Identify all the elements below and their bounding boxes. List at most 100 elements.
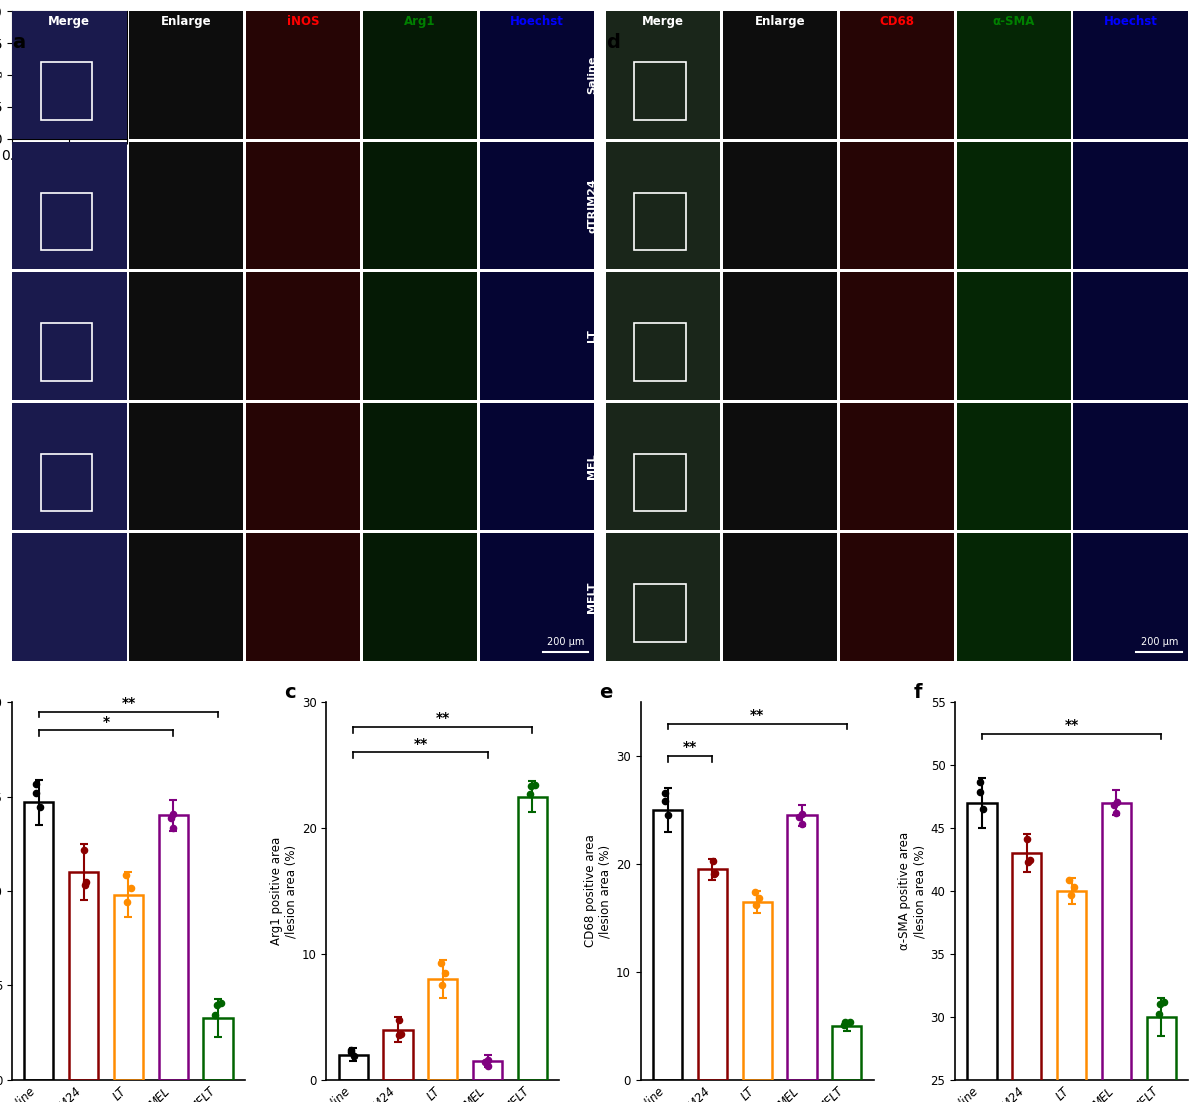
Point (74, 842, 94, 860)
Point (116, 866, 136, 884)
Text: a: a (12, 33, 25, 52)
Point (208, 996, 227, 1014)
Text: LT: LT (587, 329, 598, 343)
Bar (384, 1029, 413, 1080)
Point (659, 806, 678, 823)
Point (1104, 797, 1123, 814)
Point (161, 810, 180, 828)
Bar (635, 454, 686, 511)
Text: LT: LT (0, 329, 4, 343)
Text: CD68: CD68 (880, 14, 914, 28)
Text: Saline: Saline (0, 56, 4, 94)
Text: **: ** (436, 712, 450, 725)
Point (26, 784, 46, 801)
Bar (635, 584, 686, 641)
Point (341, 1041, 360, 1059)
Bar (114, 895, 143, 1080)
Point (1018, 830, 1037, 847)
Text: c: c (284, 683, 296, 702)
Text: *: * (102, 714, 109, 728)
Text: Enlarge: Enlarge (755, 14, 805, 28)
Point (432, 976, 451, 994)
Point (522, 778, 541, 796)
Text: Enlarge: Enlarge (161, 14, 211, 28)
Bar (338, 1055, 368, 1080)
Text: **: ** (750, 707, 764, 722)
Point (750, 889, 769, 907)
Bar (518, 797, 547, 1080)
Text: MEL: MEL (587, 454, 598, 479)
Bar (41, 323, 92, 381)
Point (836, 1014, 856, 1031)
Point (1150, 1005, 1169, 1023)
Point (970, 774, 989, 791)
Point (1154, 994, 1174, 1012)
Point (121, 879, 140, 897)
Point (431, 954, 450, 972)
Point (1060, 872, 1079, 889)
Bar (204, 1017, 233, 1080)
Bar (473, 1061, 502, 1080)
Point (746, 896, 766, 914)
Point (792, 815, 811, 833)
Text: **: ** (121, 695, 136, 710)
Point (164, 806, 184, 823)
Bar (653, 810, 682, 1080)
Point (1020, 851, 1039, 868)
Point (391, 1025, 410, 1042)
Y-axis label: Arg1 positive area
/lesion area (%): Arg1 positive area /lesion area (%) (270, 836, 298, 946)
Text: e: e (599, 683, 612, 702)
Bar (743, 901, 772, 1080)
Point (655, 784, 674, 801)
Point (478, 1058, 497, 1076)
Point (344, 1047, 364, 1065)
Bar (1013, 853, 1042, 1102)
Point (206, 1006, 226, 1024)
Text: Hoechst: Hoechst (1104, 14, 1158, 28)
Point (475, 1054, 494, 1071)
Point (478, 1051, 497, 1069)
Point (1061, 886, 1080, 904)
Text: MELT: MELT (0, 581, 4, 613)
Text: d: d (606, 33, 620, 52)
Y-axis label: α-SMA positive area
/lesion area (%): α-SMA positive area /lesion area (%) (899, 832, 926, 950)
Point (390, 1026, 409, 1044)
Point (973, 800, 992, 818)
Bar (635, 62, 686, 120)
Bar (1102, 803, 1130, 1102)
Point (745, 884, 764, 901)
Text: **: ** (413, 736, 427, 750)
Text: α-SMA: α-SMA (992, 14, 1034, 28)
Bar (24, 802, 54, 1080)
Text: 200 μm: 200 μm (1141, 637, 1178, 647)
Bar (1146, 1017, 1176, 1102)
Point (1106, 804, 1126, 822)
Point (526, 776, 545, 793)
Point (835, 1016, 854, 1034)
Point (77, 874, 96, 892)
Y-axis label: CD68 positive area
/lesion area (%): CD68 positive area /lesion area (%) (584, 834, 612, 948)
Text: 200 μm: 200 μm (547, 637, 584, 647)
Point (970, 784, 989, 801)
Point (211, 994, 230, 1012)
Point (792, 806, 811, 823)
Point (1151, 995, 1170, 1013)
Text: dTRIM24: dTRIM24 (0, 179, 4, 233)
Bar (832, 1026, 862, 1080)
Point (436, 964, 455, 982)
Point (703, 852, 722, 869)
Point (840, 1013, 859, 1030)
Bar (41, 62, 92, 120)
Bar (41, 193, 92, 250)
Bar (70, 872, 98, 1080)
Text: f: f (913, 683, 922, 702)
Bar (698, 869, 727, 1080)
Point (118, 893, 137, 910)
Point (30, 799, 49, 817)
Point (1019, 853, 1038, 871)
Text: **: ** (683, 741, 697, 754)
Point (704, 865, 724, 883)
Bar (41, 454, 92, 511)
Point (521, 786, 540, 803)
Bar (787, 815, 816, 1080)
